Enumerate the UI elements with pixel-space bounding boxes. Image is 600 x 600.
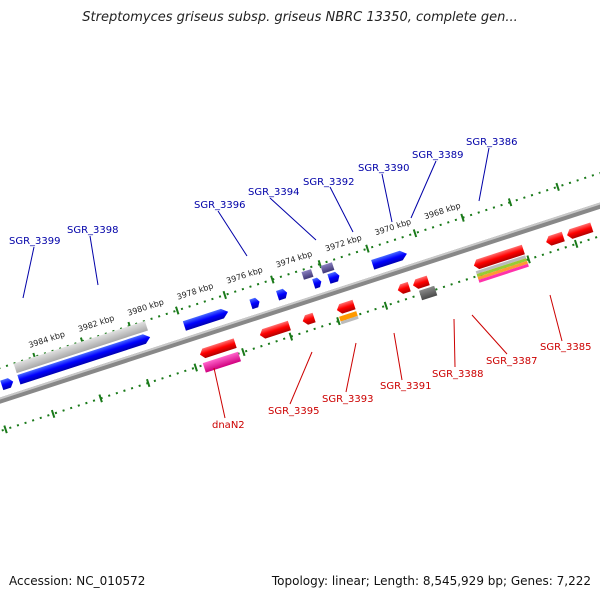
gene-box <box>340 315 359 325</box>
gene-box <box>301 269 314 280</box>
gene-label-top[interactable]: SGR_3396 <box>194 200 246 211</box>
top-callouts <box>22 147 490 299</box>
gene-box <box>475 255 527 275</box>
scale-label: 3970 kbp <box>374 217 413 237</box>
gene-arrow <box>473 244 525 270</box>
gene-arrow <box>413 275 430 289</box>
gene-box <box>320 262 335 274</box>
forward-genes[interactable] <box>0 238 408 400</box>
gene-arrow <box>182 308 229 331</box>
scale-label: 3978 kbp <box>176 281 215 301</box>
genome-backbone-highlight <box>0 182 600 420</box>
scale-line-bottom <box>0 212 600 449</box>
scale-label: 3982 kbp <box>77 314 116 334</box>
gene-label-top[interactable]: SGR_3399 <box>9 236 61 247</box>
gene-box <box>477 260 528 280</box>
scale-label: 3984 kbp <box>27 330 66 350</box>
gene-arrow <box>327 271 340 284</box>
scale-label: 3980 kbp <box>126 297 165 317</box>
accession-text: Accession: NC_010572 <box>9 574 146 588</box>
gene-arrow <box>302 312 316 325</box>
map-track-group: 3984 kbp 3982 kbp 3980 kbp 3978 kbp 3976… <box>0 154 600 449</box>
gene-box <box>476 258 528 277</box>
gene-arrow <box>276 288 288 301</box>
gene-arrow <box>259 320 291 339</box>
gene-arrow <box>397 281 411 294</box>
gene-arrow <box>371 250 407 270</box>
gene-label-top[interactable]: SGR_3398 <box>67 225 119 236</box>
gene-box <box>339 311 358 322</box>
gene-arrow <box>17 334 151 385</box>
scale-line-top <box>0 154 600 392</box>
gene-arrow <box>312 277 322 289</box>
gene-label-bottom[interactable]: SGR_3395 <box>268 406 320 417</box>
scale-label: 3976 kbp <box>225 265 264 285</box>
scale-label: 3974 kbp <box>275 249 314 269</box>
gene-box <box>478 263 529 283</box>
gene-arrow <box>199 338 237 359</box>
gene-box <box>418 285 438 301</box>
gene-box <box>202 351 242 373</box>
gene-label-top[interactable]: SGR_3386 <box>466 137 518 148</box>
gene-label-top[interactable]: SGR_3390 <box>358 163 410 174</box>
scale-label: 3972 kbp <box>324 233 363 253</box>
gene-box <box>13 320 148 374</box>
scale-label: 3968 kbp <box>423 201 462 221</box>
gene-label-bottom[interactable]: dnaN2 <box>212 420 245 431</box>
gene-arrow <box>546 231 565 246</box>
gene-label-bottom[interactable]: SGR_3391 <box>380 381 432 392</box>
gene-label-top[interactable]: SGR_3389 <box>412 150 464 161</box>
gene-arrow <box>567 222 594 239</box>
genome-summary-text: Topology: linear; Length: 8,545,929 bp; … <box>271 574 591 588</box>
bottom-callouts <box>213 294 563 419</box>
gene-label-bottom[interactable]: SGR_3393 <box>322 394 374 405</box>
gene-label-bottom[interactable]: SGR_3385 <box>540 342 592 353</box>
reverse-genes[interactable] <box>198 222 597 373</box>
gene-label-top[interactable]: SGR_3394 <box>248 187 300 198</box>
gene-label-bottom[interactable]: SGR_3387 <box>486 356 538 367</box>
gene-arrow <box>249 297 260 310</box>
gene-label-bottom[interactable]: SGR_3388 <box>432 369 484 380</box>
map-title: Streptomyces griseus subsp. griseus NBRC… <box>82 10 518 25</box>
gene-label-top[interactable]: SGR_3392 <box>303 177 355 188</box>
genome-backbone <box>0 182 600 424</box>
gene-arrow <box>0 378 14 391</box>
gene-arrow <box>336 299 356 314</box>
